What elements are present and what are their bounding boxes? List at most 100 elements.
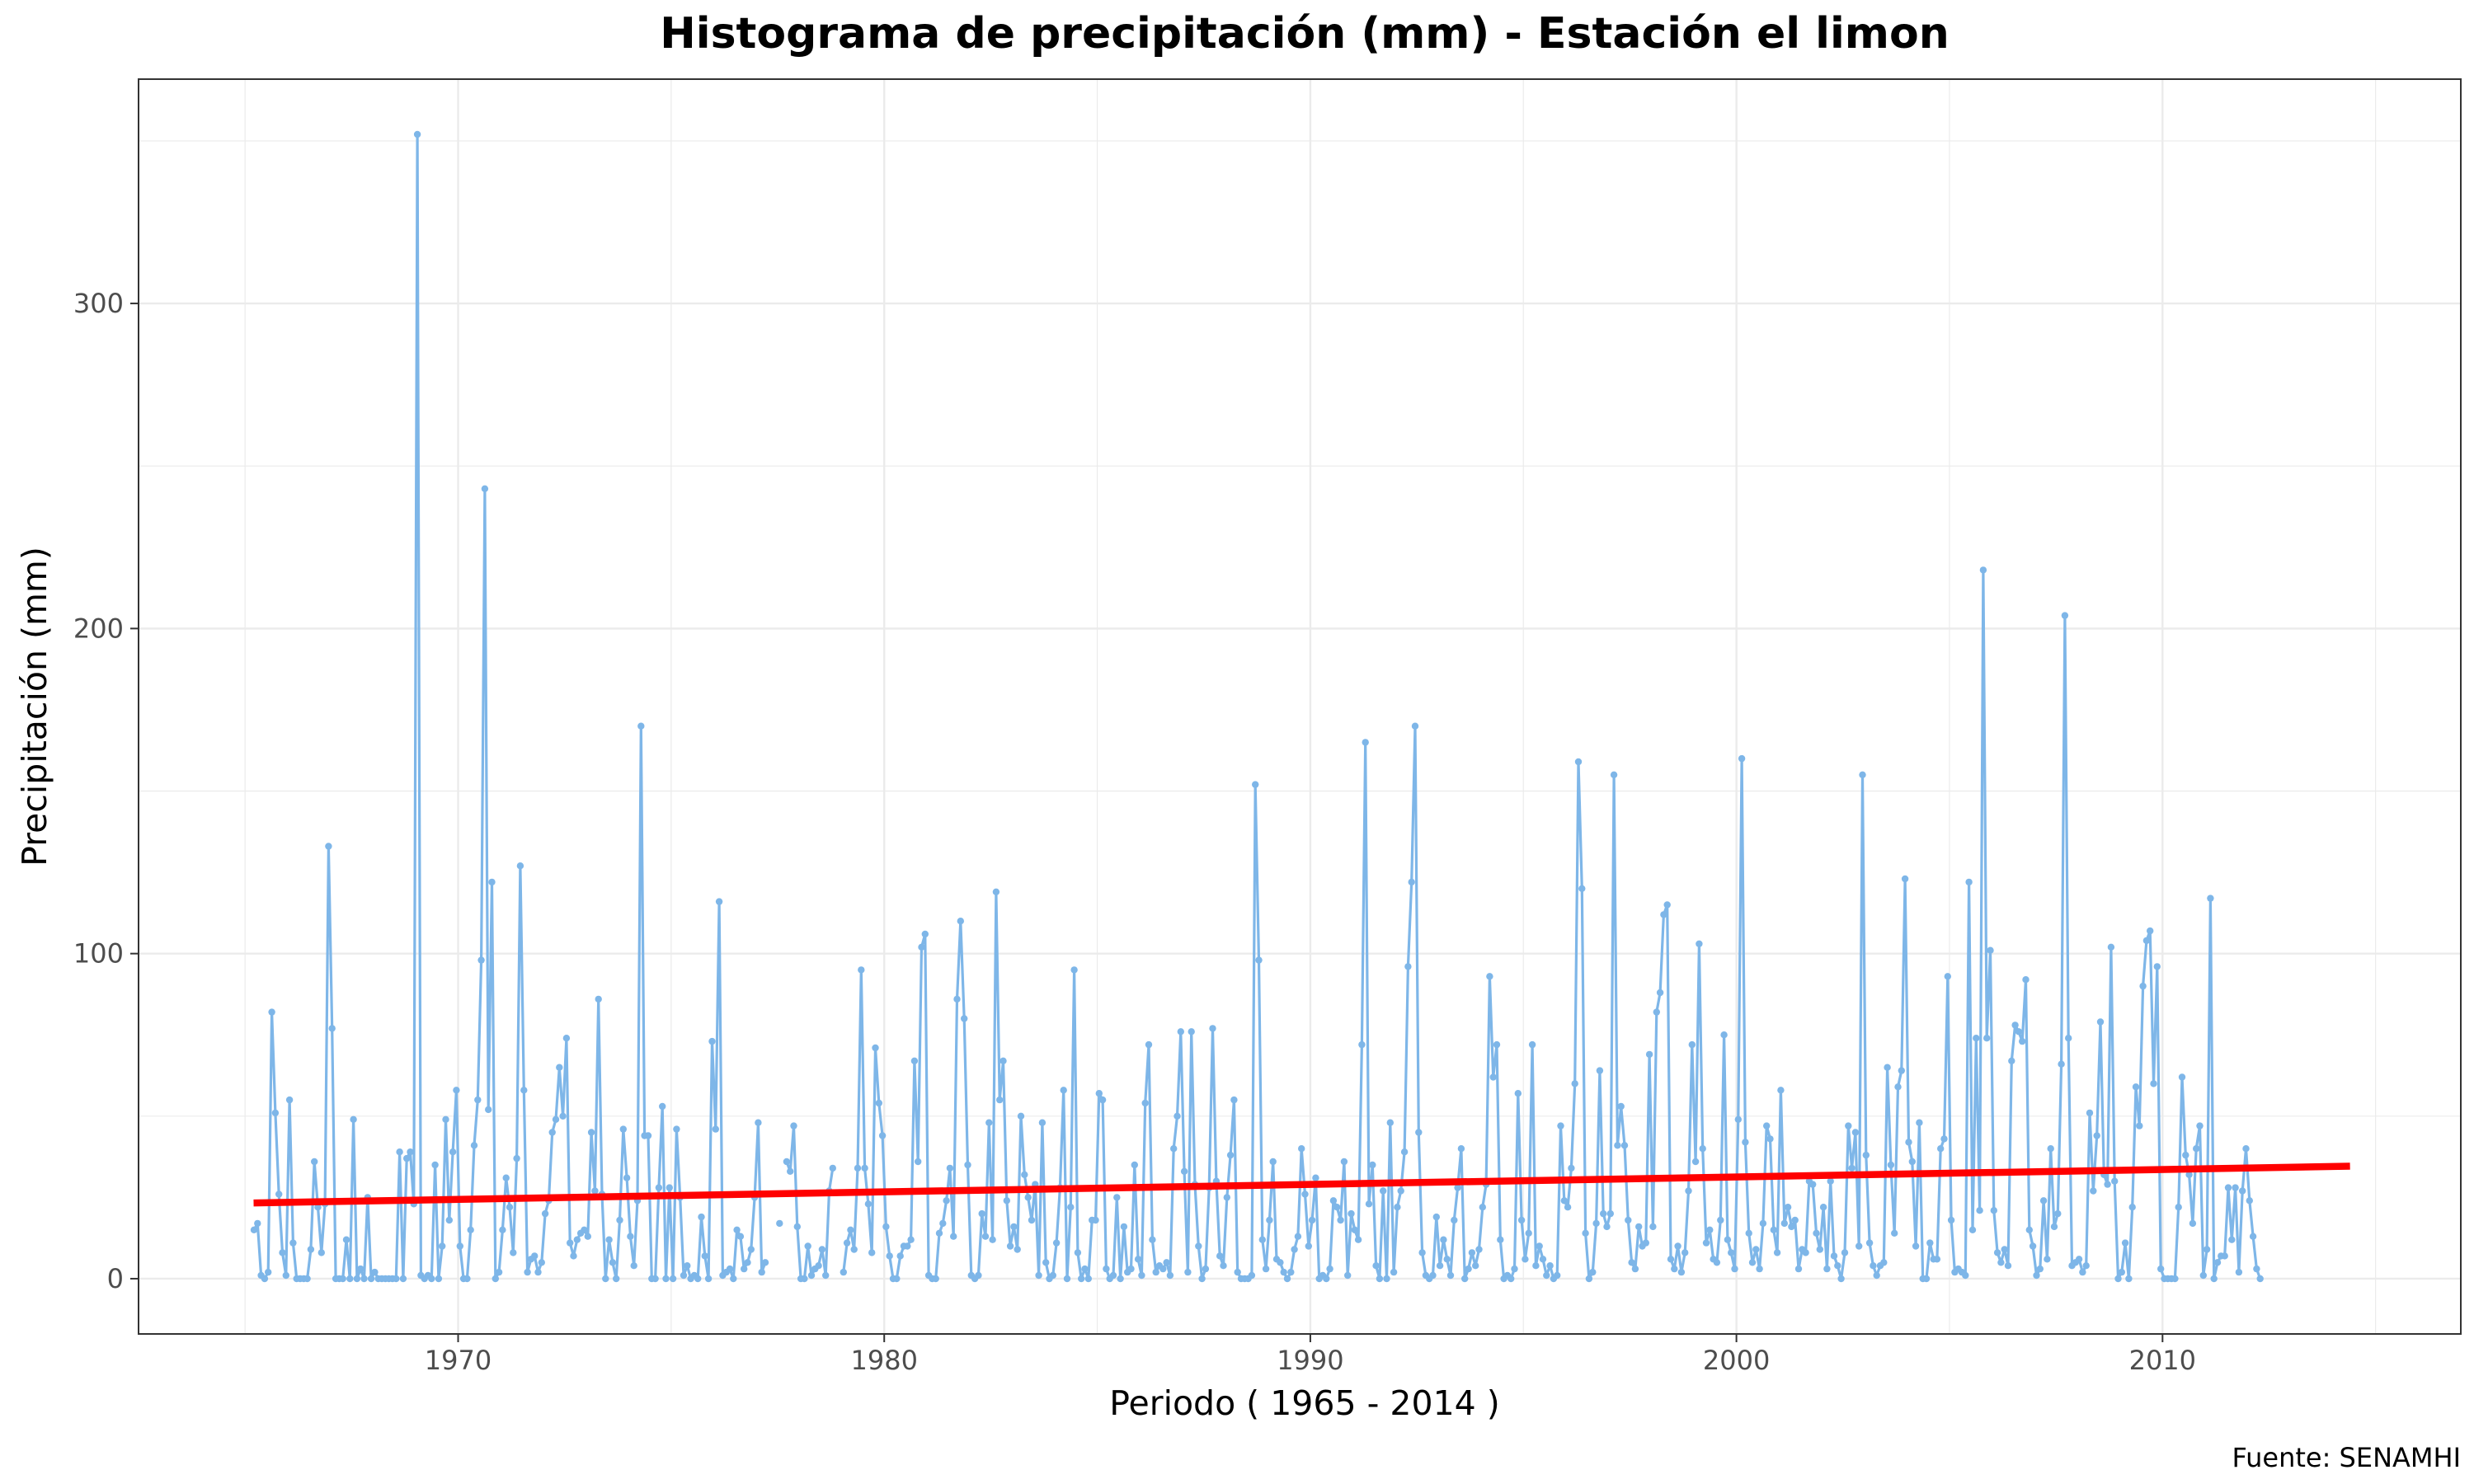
data-point: [2139, 982, 2147, 990]
data-point: [1873, 1271, 1880, 1280]
data-point: [1511, 1265, 1518, 1273]
data-point: [1880, 1259, 1888, 1266]
data-point: [815, 1262, 822, 1270]
data-point: [662, 1275, 670, 1283]
data-point: [904, 1242, 911, 1250]
data-point: [981, 1233, 990, 1240]
data-point: [567, 1239, 574, 1247]
data-point: [431, 1161, 439, 1169]
data-point: [1724, 1236, 1732, 1243]
data-point: [946, 1164, 954, 1172]
data-point: [2210, 1275, 2218, 1283]
data-point: [1372, 1262, 1380, 1270]
data-point: [303, 1275, 311, 1283]
data-point: [371, 1268, 379, 1276]
data-point: [886, 1252, 893, 1260]
data-point: [854, 1164, 862, 1172]
data-point: [399, 1275, 407, 1283]
data-point: [858, 966, 865, 974]
data-point: [1092, 1216, 1099, 1224]
data-point: [1528, 1040, 1536, 1049]
data-point: [701, 1252, 708, 1260]
data-point: [1432, 1213, 1441, 1221]
data-point: [1742, 1139, 1749, 1146]
data-point: [741, 1265, 748, 1273]
data-point: [1248, 1271, 1256, 1280]
data-point: [907, 1236, 915, 1243]
data-point: [1497, 1236, 1504, 1243]
data-point: [1574, 758, 1583, 766]
data-point: [2033, 1271, 2040, 1280]
data-point: [918, 943, 925, 951]
data-point: [1326, 1265, 1333, 1273]
data-point: [1905, 1139, 1912, 1146]
data-point: [878, 1132, 887, 1139]
data-point: [584, 1233, 591, 1240]
data-point: [1696, 940, 1703, 948]
data-point: [314, 1204, 322, 1211]
data-point: [488, 878, 496, 886]
data-point: [1411, 722, 1419, 730]
data-point: [2058, 1060, 2065, 1068]
data-point: [939, 1219, 947, 1228]
data-point: [953, 995, 961, 1003]
data-point: [1898, 1067, 1905, 1074]
data-point: [1081, 1265, 1089, 1273]
data-point: [311, 1158, 318, 1166]
data-point: [793, 1223, 801, 1231]
data-point: [630, 1262, 637, 1270]
data-point: [1631, 1265, 1639, 1273]
data-point: [510, 1249, 517, 1256]
data-point: [534, 1268, 542, 1276]
data-point: [2171, 1275, 2179, 1283]
data-point: [921, 930, 929, 938]
data-point: [1738, 754, 1746, 763]
data-point: [1592, 1219, 1600, 1228]
data-point: [2075, 1256, 2083, 1263]
data-point: [1809, 1181, 1817, 1188]
data-point: [1823, 1265, 1831, 1273]
data-point: [1944, 973, 1951, 980]
data-point: [1780, 1219, 1788, 1228]
data-point: [2039, 1197, 2048, 1205]
data-point: [1255, 956, 1263, 964]
data-point: [453, 1087, 460, 1094]
data-point: [850, 1246, 858, 1253]
data-point: [1493, 1040, 1501, 1049]
data-point: [1138, 1271, 1145, 1280]
data-point: [1408, 878, 1415, 886]
data-point: [1968, 1226, 1977, 1234]
data-point: [1628, 1259, 1635, 1266]
data-point: [393, 1275, 400, 1283]
data-point: [807, 1271, 816, 1280]
data-point: [2125, 1275, 2133, 1283]
data-point: [1706, 1226, 1714, 1234]
data-point: [1468, 1249, 1476, 1256]
data-point: [442, 1115, 449, 1124]
data-point: [1837, 1275, 1845, 1283]
data-point: [285, 1096, 294, 1104]
data-point: [1333, 1204, 1341, 1211]
data-point: [1748, 1259, 1757, 1266]
precipitation-points: [250, 130, 2264, 1283]
data-point: [1117, 1275, 1124, 1283]
data-point: [1017, 1112, 1025, 1120]
data-point: [1337, 1216, 1344, 1224]
data-point: [1226, 1151, 1235, 1159]
data-point: [1522, 1256, 1529, 1263]
data-point: [680, 1271, 688, 1280]
data-point: [2256, 1275, 2264, 1283]
data-point: [1301, 1190, 1309, 1198]
data-point: [1103, 1265, 1110, 1273]
data-point: [1127, 1265, 1135, 1273]
data-point: [840, 1268, 847, 1276]
data-point: [516, 862, 524, 870]
data-point: [761, 1259, 769, 1266]
data-point: [1770, 1226, 1777, 1234]
data-point: [1216, 1252, 1224, 1260]
data-point: [1926, 1239, 1934, 1247]
data-point: [910, 1057, 919, 1065]
data-point: [538, 1259, 545, 1266]
data-point: [265, 1268, 272, 1276]
data-point: [1170, 1145, 1178, 1153]
